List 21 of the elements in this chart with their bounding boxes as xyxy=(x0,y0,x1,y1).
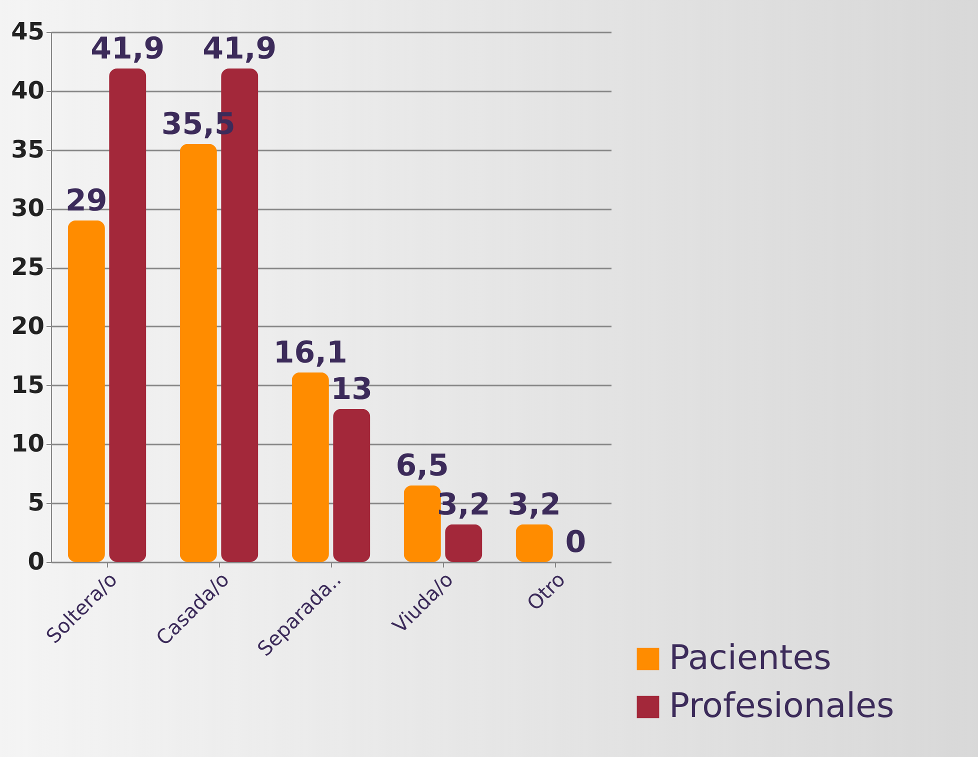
x-tick-label: Otro xyxy=(522,567,570,616)
y-tick-label: 5 xyxy=(28,488,44,517)
data-label: 3,2 xyxy=(508,487,561,522)
y-tick-label: 25 xyxy=(11,253,44,282)
data-label: 16,1 xyxy=(273,335,348,370)
y-tick-label: 40 xyxy=(11,76,44,104)
legend-label: Profesionales xyxy=(669,686,894,726)
data-label: 41,9 xyxy=(90,32,165,67)
data-label: 0 xyxy=(565,525,586,560)
data-label: 41,9 xyxy=(202,32,277,67)
y-tick-label: 0 xyxy=(28,548,44,576)
y-tick-label: 20 xyxy=(11,312,44,340)
y-tick-label: 45 xyxy=(11,18,44,46)
legend-label: Pacientes xyxy=(669,638,832,678)
y-tick-label: 10 xyxy=(11,430,44,458)
y-tick-label: 35 xyxy=(11,135,44,164)
y-tick-label: 30 xyxy=(11,194,44,222)
y-tick-label: 15 xyxy=(11,370,44,399)
data-label: 6,5 xyxy=(396,448,449,484)
data-label: 29 xyxy=(65,183,108,218)
data-label: 13 xyxy=(330,372,373,407)
